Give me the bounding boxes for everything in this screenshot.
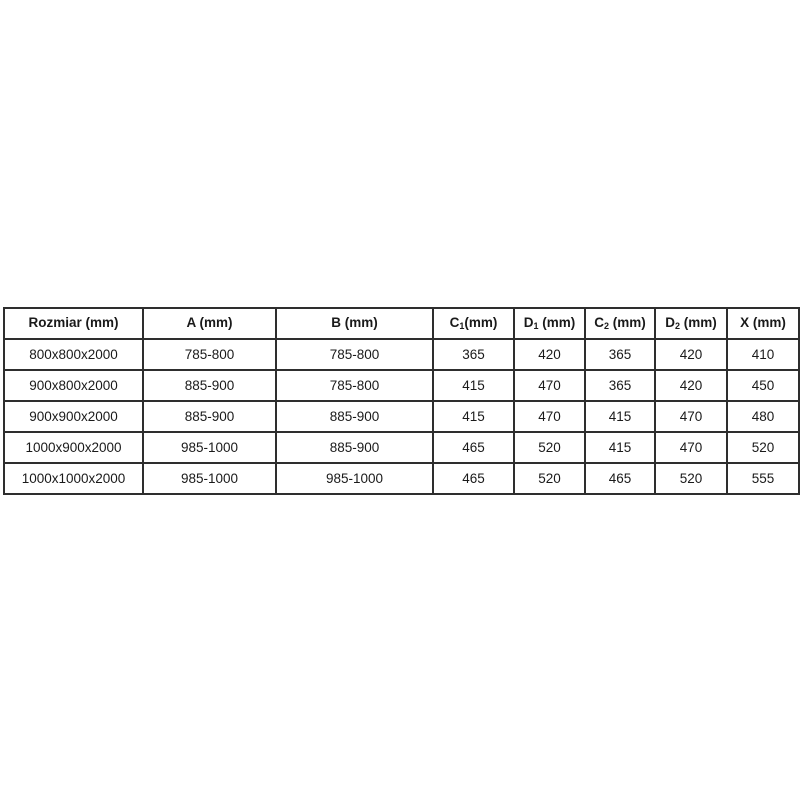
- cell-b: 785-800: [275, 369, 434, 402]
- header-label: D: [523, 315, 534, 330]
- column-header-d1: D1 (mm): [513, 307, 586, 340]
- header-label: X (mm): [740, 315, 786, 330]
- cell-x: 480: [726, 400, 800, 433]
- cell-c1: 465: [432, 462, 515, 495]
- cell-d1: 470: [513, 400, 586, 433]
- cell-a: 985-1000: [142, 462, 277, 495]
- column-header-a: A (mm): [142, 307, 277, 340]
- cell-d2: 420: [654, 369, 728, 402]
- cell-rozmiar: 900x900x2000: [3, 400, 144, 433]
- header-label-suffix: (mm): [464, 315, 498, 330]
- column-header-d2: D2 (mm): [654, 307, 728, 340]
- header-subscript: 1: [533, 321, 539, 331]
- cell-c1: 465: [432, 431, 515, 464]
- cell-c1: 365: [432, 338, 515, 371]
- header-label-suffix: (mm): [609, 315, 646, 330]
- cell-c2: 415: [584, 400, 656, 433]
- cell-rozmiar: 1000x1000x2000: [3, 462, 144, 495]
- cell-x: 555: [726, 462, 800, 495]
- cell-a: 885-900: [142, 369, 277, 402]
- cell-a: 885-900: [142, 400, 277, 433]
- cell-a: 985-1000: [142, 431, 277, 464]
- cell-d2: 420: [654, 338, 728, 371]
- header-label: D: [665, 315, 675, 330]
- cell-c2: 365: [584, 369, 656, 402]
- cell-a: 785-800: [142, 338, 277, 371]
- cell-d1: 520: [513, 462, 586, 495]
- column-header-c1: C1(mm): [432, 307, 515, 340]
- dimensions-table: Rozmiar (mm) A (mm) B (mm) C1(mm) D1 (mm…: [3, 307, 800, 495]
- header-label-suffix: (mm): [538, 315, 576, 330]
- table-row: 1000x900x2000 985-1000 885-900 465 520 4…: [3, 431, 800, 464]
- cell-d1: 520: [513, 431, 586, 464]
- cell-x: 450: [726, 369, 800, 402]
- cell-d2: 470: [654, 400, 728, 433]
- cell-b: 885-900: [275, 400, 434, 433]
- column-header-x: X (mm): [726, 307, 800, 340]
- header-label: Rozmiar (mm): [28, 315, 119, 330]
- cell-rozmiar: 1000x900x2000: [3, 431, 144, 464]
- table-row: 800x800x2000 785-800 785-800 365 420 365…: [3, 338, 800, 371]
- header-label: A (mm): [186, 315, 233, 330]
- column-header-rozmiar: Rozmiar (mm): [3, 307, 144, 340]
- cell-rozmiar: 900x800x2000: [3, 369, 144, 402]
- column-header-b: B (mm): [275, 307, 434, 340]
- header-label-suffix: (mm): [680, 315, 717, 330]
- cell-b: 785-800: [275, 338, 434, 371]
- table-row: 900x800x2000 885-900 785-800 415 470 365…: [3, 369, 800, 402]
- cell-rozmiar: 800x800x2000: [3, 338, 144, 371]
- cell-c1: 415: [432, 400, 515, 433]
- cell-c2: 465: [584, 462, 656, 495]
- header-label: B (mm): [331, 315, 378, 330]
- cell-x: 520: [726, 431, 800, 464]
- cell-c1: 415: [432, 369, 515, 402]
- column-header-c2: C2 (mm): [584, 307, 656, 340]
- cell-b: 885-900: [275, 431, 434, 464]
- header-label: C: [594, 315, 604, 330]
- cell-d2: 520: [654, 462, 728, 495]
- cell-d1: 470: [513, 369, 586, 402]
- table-row: 1000x1000x2000 985-1000 985-1000 465 520…: [3, 462, 800, 495]
- header-subscript: 2: [674, 321, 680, 331]
- header-subscript: 2: [603, 321, 609, 331]
- cell-b: 985-1000: [275, 462, 434, 495]
- cell-d2: 470: [654, 431, 728, 464]
- header-subscript: 1: [459, 321, 465, 331]
- header-label: C: [449, 315, 460, 330]
- table-row: 900x900x2000 885-900 885-900 415 470 415…: [3, 400, 800, 433]
- cell-x: 410: [726, 338, 800, 371]
- table-header-row: Rozmiar (mm) A (mm) B (mm) C1(mm) D1 (mm…: [3, 307, 800, 340]
- cell-d1: 420: [513, 338, 586, 371]
- cell-c2: 415: [584, 431, 656, 464]
- cell-c2: 365: [584, 338, 656, 371]
